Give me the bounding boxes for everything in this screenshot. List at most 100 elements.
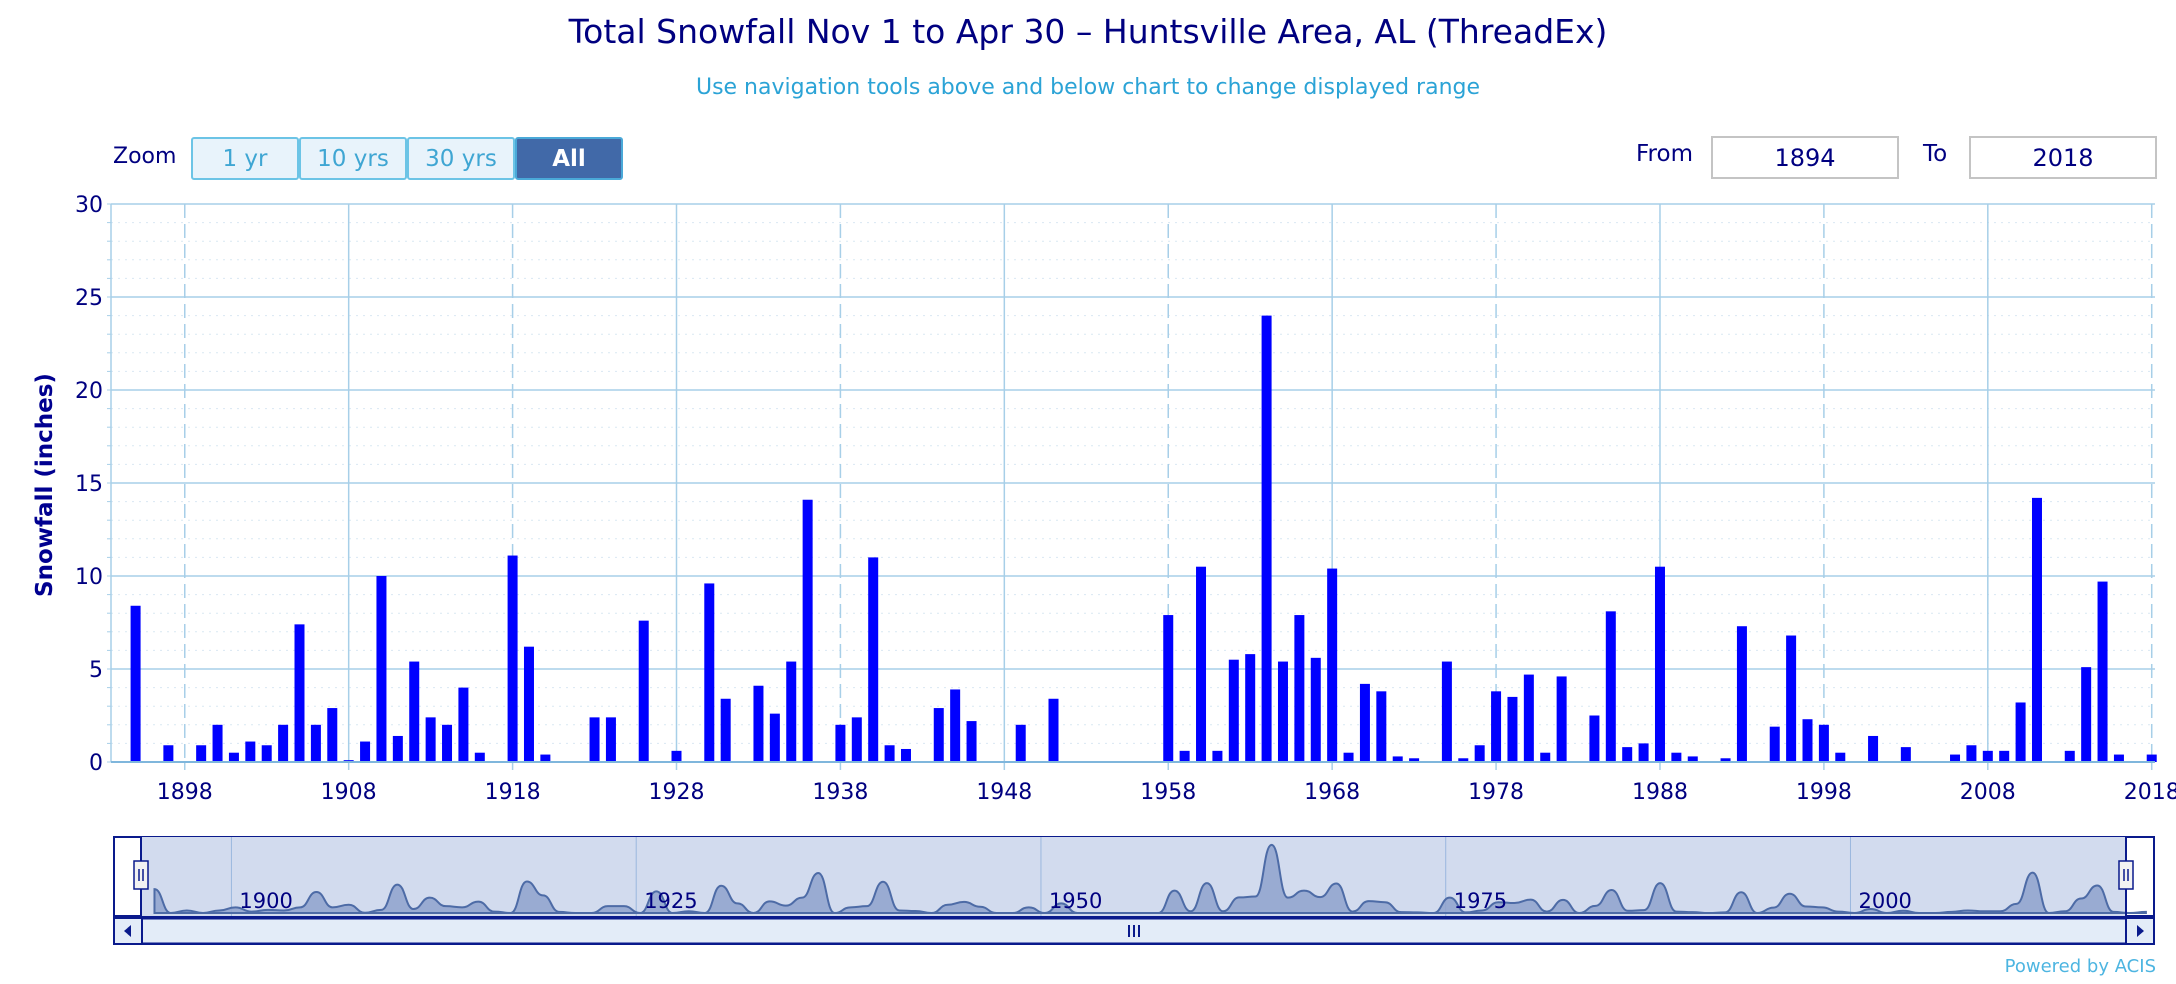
snowfall-bar[interactable]	[933, 708, 944, 762]
snowfall-bar[interactable]	[802, 499, 813, 762]
zoom-10yrs-button[interactable]: 10 yrs	[299, 137, 407, 180]
navigator-right-handle[interactable]	[2118, 837, 2134, 916]
snowfall-bar[interactable]	[212, 724, 223, 762]
snowfall-bar[interactable]	[1310, 657, 1321, 762]
snowfall-bar[interactable]	[507, 555, 518, 762]
zoom-1yr-button[interactable]: 1 yr	[191, 137, 299, 180]
snowfall-bar[interactable]	[1359, 683, 1370, 762]
snowfall-bar[interactable]	[1376, 691, 1387, 762]
snowfall-bar[interactable]	[1196, 566, 1207, 762]
snowfall-bar[interactable]	[2113, 754, 2124, 762]
snowfall-bar[interactable]	[228, 752, 239, 762]
snowfall-bar[interactable]	[1786, 635, 1797, 762]
snowfall-bar[interactable]	[1671, 752, 1682, 762]
snowfall-bar[interactable]	[1409, 758, 1420, 762]
snowfall-bar[interactable]	[868, 557, 879, 762]
snowfall-bar[interactable]	[1261, 315, 1272, 762]
snowfall-bar[interactable]	[1802, 719, 1813, 762]
snowfall-bar[interactable]	[966, 721, 977, 762]
snowfall-bar[interactable]	[245, 741, 256, 762]
snowfall-bar[interactable]	[310, 724, 321, 762]
snowfall-bar[interactable]	[458, 687, 469, 762]
snowfall-bar[interactable]	[2015, 702, 2026, 762]
snowfall-bar[interactable]	[261, 745, 272, 762]
snowfall-bar[interactable]	[2064, 750, 2075, 762]
snowfall-bar[interactable]	[1638, 743, 1649, 762]
snowfall-bar[interactable]	[540, 754, 551, 762]
snowfall-bar[interactable]	[835, 724, 846, 762]
navigator[interactable]: 1900 1925 1950 1975 2000	[113, 836, 2155, 917]
scrollbar[interactable]	[113, 917, 2155, 945]
snowfall-bar[interactable]	[1900, 747, 1911, 762]
snowfall-bar[interactable]	[589, 717, 600, 762]
snowfall-bar[interactable]	[753, 685, 764, 762]
snowfall-bar[interactable]	[1507, 696, 1518, 762]
snowfall-bar[interactable]	[1818, 724, 1829, 762]
snowfall-bar[interactable]	[2146, 754, 2157, 762]
snowfall-bar[interactable]	[1736, 626, 1747, 762]
snowfall-bar[interactable]	[360, 741, 371, 762]
snowfall-bar[interactable]	[1392, 756, 1403, 762]
from-input[interactable]	[1711, 136, 1899, 179]
snowfall-bar[interactable]	[442, 724, 453, 762]
snowfall-bar[interactable]	[2097, 581, 2108, 762]
snowfall-bar[interactable]	[1048, 698, 1059, 762]
snowfall-bar[interactable]	[1212, 750, 1223, 762]
snowfall-bar[interactable]	[720, 698, 731, 762]
snowfall-bar[interactable]	[376, 576, 387, 762]
snowfall-bar[interactable]	[1835, 752, 1846, 762]
snowfall-bar[interactable]	[474, 752, 485, 762]
snowfall-bar[interactable]	[1999, 750, 2010, 762]
snowfall-bar[interactable]	[1523, 674, 1534, 762]
snowfall-bar[interactable]	[1950, 754, 1961, 762]
snowfall-bar[interactable]	[409, 661, 420, 762]
snowfall-bar[interactable]	[1228, 659, 1239, 762]
snowfall-bar[interactable]	[1343, 752, 1354, 762]
snowfall-bar[interactable]	[1556, 676, 1567, 762]
snowfall-bar[interactable]	[1720, 758, 1731, 762]
snowfall-bar[interactable]	[1687, 756, 1698, 762]
snowfall-bar[interactable]	[1441, 661, 1452, 762]
snowfall-bar[interactable]	[1179, 750, 1190, 762]
zoom-30yrs-button[interactable]: 30 yrs	[407, 137, 515, 180]
snowfall-bar[interactable]	[2031, 497, 2042, 762]
snowfall-bar[interactable]	[523, 646, 534, 762]
snowfall-bar[interactable]	[196, 745, 207, 762]
snowfall-bar[interactable]	[1245, 654, 1256, 762]
snowfall-bar[interactable]	[1277, 661, 1288, 762]
zoom-all-button[interactable]: All	[515, 137, 623, 180]
scroll-right-button[interactable]	[2125, 917, 2155, 945]
snowfall-bar[interactable]	[163, 745, 174, 762]
snowfall-bar[interactable]	[1966, 745, 1977, 762]
snowfall-bar[interactable]	[1458, 758, 1469, 762]
snowfall-bar[interactable]	[1163, 615, 1174, 762]
snowfall-bar[interactable]	[294, 624, 305, 762]
snowfall-bar[interactable]	[1015, 724, 1026, 762]
snowfall-bar[interactable]	[278, 724, 289, 762]
snowfall-bar[interactable]	[1622, 747, 1633, 762]
snowfall-bar[interactable]	[2081, 667, 2092, 762]
snowfall-bar[interactable]	[950, 689, 961, 762]
snowfall-bar[interactable]	[1540, 752, 1551, 762]
snowfall-bar[interactable]	[130, 605, 141, 762]
to-input[interactable]	[1969, 136, 2157, 179]
navigator-left-handle[interactable]	[133, 837, 149, 916]
snowfall-bar[interactable]	[900, 748, 911, 762]
snowfall-bar[interactable]	[1868, 735, 1879, 762]
credit-link[interactable]: Powered by ACIS	[2004, 956, 2156, 977]
snowfall-bar[interactable]	[1327, 568, 1338, 762]
snowfall-bar[interactable]	[1491, 691, 1502, 762]
snowfall-bar[interactable]	[851, 717, 862, 762]
snowfall-bar[interactable]	[392, 735, 403, 762]
snowfall-bar[interactable]	[425, 717, 436, 762]
snowfall-bar[interactable]	[769, 713, 780, 762]
snowfall-bar[interactable]	[1474, 745, 1485, 762]
snowfall-bar[interactable]	[1605, 611, 1616, 762]
snowfall-bar[interactable]	[327, 708, 338, 762]
snowfall-bar[interactable]	[884, 745, 895, 762]
snowfall-bar[interactable]	[1769, 726, 1780, 762]
snowfall-bar[interactable]	[605, 717, 616, 762]
snowfall-bar[interactable]	[671, 750, 682, 762]
snowfall-bar[interactable]	[1294, 615, 1305, 762]
snowfall-bar[interactable]	[1589, 715, 1600, 763]
